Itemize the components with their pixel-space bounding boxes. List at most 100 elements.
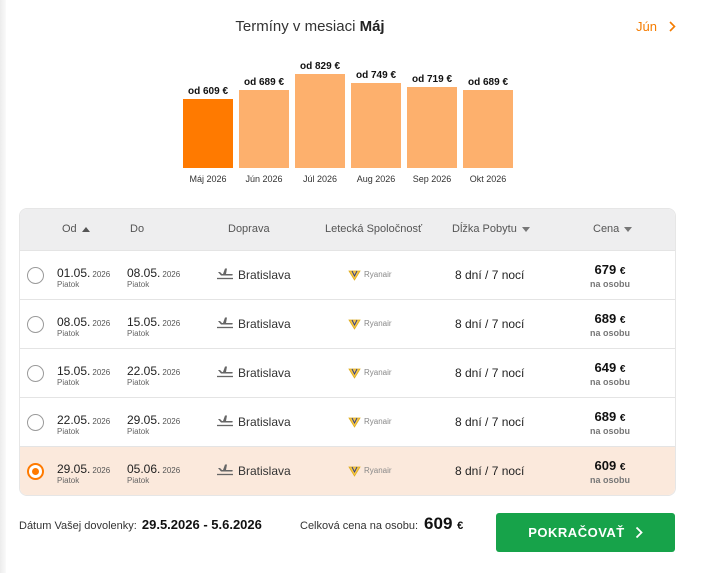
table-row[interactable]: 15.05. 2026 Piatok 22.05. 2026 Piatok Bratisla… xyxy=(20,348,675,397)
column-header-from[interactable]: Od xyxy=(62,223,90,235)
chart-bar-price-label: od 689 € xyxy=(243,77,285,88)
per-person-label: na osobu xyxy=(590,328,630,338)
column-header-from-label: Od xyxy=(62,223,77,235)
row-price: 609 € xyxy=(565,458,655,473)
vacation-dates-value: 29.5.2026 - 5.6.2026 xyxy=(141,517,262,532)
return-year: 2026 xyxy=(162,270,181,279)
return-weekday: Piatok xyxy=(127,427,150,436)
left-edge-shadow xyxy=(0,0,6,573)
chart-bar[interactable] xyxy=(295,74,345,168)
row-price-currency: € xyxy=(619,364,626,375)
departure-weekday: Piatok xyxy=(57,280,80,289)
chart-bar-month-label: Máj 2026 xyxy=(189,174,227,184)
chart-bar-price-label: od 829 € xyxy=(299,61,341,72)
return-date: 22.05. 2026 xyxy=(127,364,180,378)
airplane-departure-icon xyxy=(216,462,234,481)
departure-date: 22.05. 2026 xyxy=(57,413,110,427)
departure-city: Bratislava xyxy=(238,268,291,282)
departure-city: Bratislava xyxy=(238,464,291,478)
departure-year: 2026 xyxy=(92,270,111,279)
table-header: Od Do Doprava Letecká Spoločnosť Dĺžka P… xyxy=(20,209,675,250)
row-radio[interactable] xyxy=(27,463,44,480)
departure-date-value: 15.05. xyxy=(57,364,91,378)
chart-bar-price-label: od 719 € xyxy=(411,74,453,85)
per-person-label: na osobu xyxy=(590,279,630,289)
column-header-price-label: Cena xyxy=(593,223,620,235)
total-price-amount: 609 € xyxy=(424,514,463,534)
return-date-value: 05.06. xyxy=(127,462,161,476)
per-person-label: na osobu xyxy=(590,377,630,387)
chart-bar[interactable] xyxy=(407,87,457,168)
table-row[interactable]: 01.05. 2026 Piatok 08.05. 2026 Piatok Bratisla… xyxy=(20,250,675,299)
departure-city: Bratislava xyxy=(238,317,291,331)
chart-bar-price-label: od 749 € xyxy=(355,70,397,81)
chart-bar[interactable] xyxy=(239,90,289,168)
column-header-price[interactable]: Cena xyxy=(593,223,633,235)
ryanair-logo-icon xyxy=(348,464,361,482)
row-price-value: 609 xyxy=(594,458,617,473)
table-row[interactable]: 08.05. 2026 Piatok 15.05. 2026 Piatok Bratisla… xyxy=(20,299,675,348)
chart-bar-group: od 689 € Okt 2026 xyxy=(463,0,513,200)
departure-weekday: Piatok xyxy=(57,378,80,387)
ryanair-logo-icon xyxy=(348,366,361,384)
airline-name: Ryanair xyxy=(364,417,392,426)
chart-bar[interactable] xyxy=(183,99,233,168)
per-person-label: na osobu xyxy=(590,426,630,436)
departure-year: 2026 xyxy=(92,466,111,475)
chart-bar-group: od 719 € Sep 2026 xyxy=(407,0,457,200)
departure-date: 01.05. 2026 xyxy=(57,266,110,280)
return-year: 2026 xyxy=(162,319,181,328)
chart-bar-group: od 689 € Jún 2026 xyxy=(239,0,289,200)
row-radio[interactable] xyxy=(27,267,44,284)
departure-date-value: 08.05. xyxy=(57,315,91,329)
price-bar-chart: od 609 € Máj 2026 od 689 € Jún 2026 od 829 €… xyxy=(0,0,704,200)
departure-date: 08.05. 2026 xyxy=(57,315,110,329)
continue-button[interactable]: POKRAČOVAŤ xyxy=(496,513,675,552)
table-row[interactable]: 22.05. 2026 Piatok 29.05. 2026 Piatok Bratisla… xyxy=(20,397,675,446)
departure-date: 15.05. 2026 xyxy=(57,364,110,378)
ryanair-logo-icon xyxy=(348,415,361,433)
airline-name: Ryanair xyxy=(364,270,392,279)
row-radio[interactable] xyxy=(27,316,44,333)
row-radio[interactable] xyxy=(27,365,44,382)
month-heading: Termíny v mesiaci Máj xyxy=(0,18,620,35)
chevron-right-icon xyxy=(635,526,643,539)
sort-dropdown-icon xyxy=(624,226,633,232)
row-price: 689 € xyxy=(565,409,655,424)
row-radio[interactable] xyxy=(27,414,44,431)
row-price-value: 649 xyxy=(594,360,617,375)
table-row[interactable]: 29.05. 2026 Piatok 05.06. 2026 Piatok Bratisla… xyxy=(20,446,675,495)
departures-table: Od Do Doprava Letecká Spoločnosť Dĺžka P… xyxy=(19,208,676,496)
return-weekday: Piatok xyxy=(127,378,150,387)
row-price-currency: € xyxy=(619,315,626,326)
ryanair-logo-icon xyxy=(348,317,361,335)
return-date: 08.05. 2026 xyxy=(127,266,180,280)
departure-city: Bratislava xyxy=(238,415,291,429)
chart-bar-month-label: Sep 2026 xyxy=(412,174,452,184)
return-date: 15.05. 2026 xyxy=(127,315,180,329)
airplane-departure-icon xyxy=(216,364,234,383)
return-weekday: Piatok xyxy=(127,329,150,338)
per-person-label: na osobu xyxy=(590,475,630,485)
departure-year: 2026 xyxy=(92,417,111,426)
airline-name: Ryanair xyxy=(364,466,392,475)
chart-bar[interactable] xyxy=(351,83,401,168)
chart-bar-group: od 609 € Máj 2026 xyxy=(183,0,233,200)
column-header-duration[interactable]: Dĺžka Pobytu xyxy=(452,223,530,235)
next-month-link[interactable]: Jún xyxy=(636,19,676,34)
column-header-transport: Doprava xyxy=(228,223,270,235)
stay-duration: 8 dní / 7 nocí xyxy=(455,415,525,429)
chart-bar-month-label: Aug 2026 xyxy=(356,174,396,184)
row-price-currency: € xyxy=(619,413,626,424)
return-weekday: Piatok xyxy=(127,476,150,485)
chart-bar[interactable] xyxy=(463,90,513,168)
chart-bar-month-label: Okt 2026 xyxy=(469,174,507,184)
airline-name: Ryanair xyxy=(364,368,392,377)
row-price-value: 689 xyxy=(594,409,617,424)
row-price-value: 679 xyxy=(594,262,617,277)
return-date: 05.06. 2026 xyxy=(127,462,180,476)
total-price-label: Celková cena na osobu: xyxy=(300,520,419,532)
stay-duration: 8 dní / 7 nocí xyxy=(455,366,525,380)
row-price: 689 € xyxy=(565,311,655,326)
chart-bar-group: od 749 € Aug 2026 xyxy=(351,0,401,200)
